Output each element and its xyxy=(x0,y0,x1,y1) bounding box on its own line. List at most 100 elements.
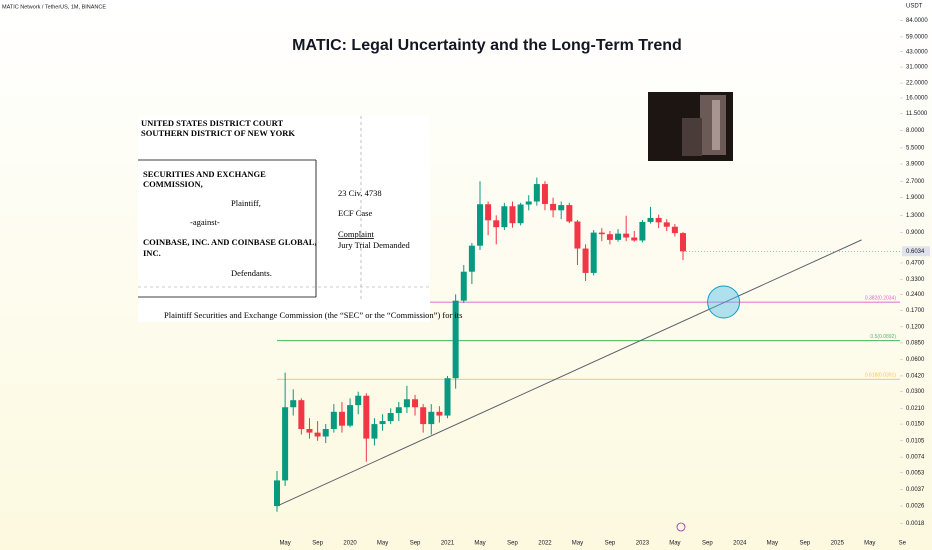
y-tick-label: 0.0150 xyxy=(906,422,925,428)
candle-body xyxy=(598,232,605,235)
candle-body xyxy=(558,205,565,211)
candle-body xyxy=(468,245,475,272)
candle-body xyxy=(550,203,557,211)
y-tick-label: 0.1700 xyxy=(906,308,925,314)
document-image: UNITED STATES DISTRICT COURT SOUTHERN DI… xyxy=(138,116,462,322)
y-tick-label: 0.4700 xyxy=(906,261,925,267)
x-tick-label: May xyxy=(864,541,875,547)
candle-body xyxy=(314,432,321,437)
against: -against- xyxy=(190,217,220,227)
x-tick-label: Sep xyxy=(312,541,323,547)
y-tick-label: 0.0850 xyxy=(906,341,925,347)
case-type: ECF Case xyxy=(338,208,372,218)
fib-level-label: 0.618(0.0391) xyxy=(865,373,896,379)
candle-body xyxy=(615,233,622,240)
candle-body xyxy=(541,184,548,204)
candle-body xyxy=(574,221,581,249)
y-tick-label: 84.0000 xyxy=(906,18,928,24)
y-tick-label: 0.0105 xyxy=(906,438,925,444)
y-tick-label: 0.0074 xyxy=(906,455,925,461)
x-tick-label: 2025 xyxy=(831,541,845,547)
x-tick-label: Sep xyxy=(410,541,421,547)
candle-body xyxy=(663,222,670,227)
fib-level-label: 0.5(0.0892) xyxy=(870,334,896,340)
candle-body xyxy=(509,206,516,224)
y-tick-label: 3.9000 xyxy=(906,162,925,168)
defendant: INC. xyxy=(143,248,161,258)
candle-body xyxy=(485,204,492,221)
y-tick-label: 0.0053 xyxy=(906,470,925,476)
y-tick-label: 0.0420 xyxy=(906,374,925,380)
y-tick-label: 0.0026 xyxy=(906,504,925,510)
candle-body xyxy=(639,221,646,241)
candle-body xyxy=(428,411,435,425)
event-icon[interactable] xyxy=(676,522,686,532)
y-tick-label: 0.0018 xyxy=(906,521,925,527)
fib-level-label: 0.382(0.2034) xyxy=(865,295,896,301)
candle-body xyxy=(306,429,313,433)
candle-body xyxy=(347,405,354,426)
candle-body xyxy=(493,220,500,228)
x-tick-label: 2023 xyxy=(636,541,650,547)
y-tick-label: 0.2400 xyxy=(906,292,925,298)
y-tick-label: 0.0600 xyxy=(906,357,925,363)
y-tick-label: 8.0000 xyxy=(906,128,925,134)
candle-body xyxy=(606,234,613,240)
x-tick-label: 2022 xyxy=(538,541,552,547)
highlight-circle xyxy=(707,285,741,319)
y-axis-label: USDT xyxy=(906,4,923,10)
candle-body xyxy=(338,411,345,426)
document-page xyxy=(138,116,430,322)
trend-line xyxy=(276,239,862,507)
x-tick-label: May xyxy=(669,541,680,547)
candle-body xyxy=(501,206,508,228)
plaintiff: SECURITIES AND EXCHANGE xyxy=(143,169,266,179)
candle-body xyxy=(671,226,678,234)
x-tick-label: 2024 xyxy=(733,541,747,547)
candle-body xyxy=(330,411,337,430)
x-tick-label: May xyxy=(474,541,485,547)
y-tick-label: 16.0000 xyxy=(906,96,928,102)
filing: Complaint xyxy=(338,229,375,239)
candle-body xyxy=(647,217,654,222)
candle-body xyxy=(444,378,451,416)
defendant: COINBASE, INC. AND COINBASE GLOBAL, xyxy=(143,237,317,247)
candle-body xyxy=(322,429,329,437)
x-tick-label: May xyxy=(377,541,388,547)
document-body: Plaintiff Securities and Exchange Commis… xyxy=(164,310,462,320)
candle-body xyxy=(412,399,419,408)
candle-body xyxy=(477,204,483,246)
photo-shape xyxy=(682,118,702,156)
y-tick-label: 22.0000 xyxy=(906,81,928,87)
y-tick-label: 31.0000 xyxy=(906,65,928,71)
plaintiff: COMMISSION, xyxy=(143,179,203,189)
symbol-header: MATIC Network / TetherUS, 1M, BINANCE xyxy=(2,4,106,10)
candle-body xyxy=(363,395,370,439)
plaintiff-role: Plaintiff, xyxy=(231,198,261,208)
photo-shape xyxy=(712,100,720,150)
candle-body xyxy=(436,411,443,416)
x-tick-label: May xyxy=(767,541,778,547)
x-tick-label: May xyxy=(572,541,583,547)
candle-body xyxy=(274,480,280,507)
y-tick-label: 11.5000 xyxy=(906,111,928,117)
jury: Jury Trial Demanded xyxy=(338,240,411,250)
last-price-label: 0.6034 xyxy=(906,249,925,255)
y-tick-label: 0.1200 xyxy=(906,324,925,330)
defendant-role: Defendants. xyxy=(231,268,272,278)
y-tick-label: 2.7000 xyxy=(906,179,925,185)
candle-body xyxy=(460,271,467,301)
candle-body xyxy=(623,233,630,238)
x-tick-label: Sep xyxy=(507,541,518,547)
candle-body xyxy=(282,407,289,481)
candle-body xyxy=(566,205,573,222)
candle-body xyxy=(371,424,378,439)
candle-body xyxy=(298,400,305,430)
y-tick-label: 0.0300 xyxy=(906,389,925,395)
x-tick-label: Sep xyxy=(702,541,713,547)
candle-body xyxy=(379,421,386,425)
chart-title: MATIC: Legal Uncertainty and the Long-Te… xyxy=(292,37,682,54)
plot-area: 84.0000 59.0000 43.0000 31.0000 22.0000 16.00… xyxy=(274,18,930,547)
candle-body xyxy=(582,248,589,273)
